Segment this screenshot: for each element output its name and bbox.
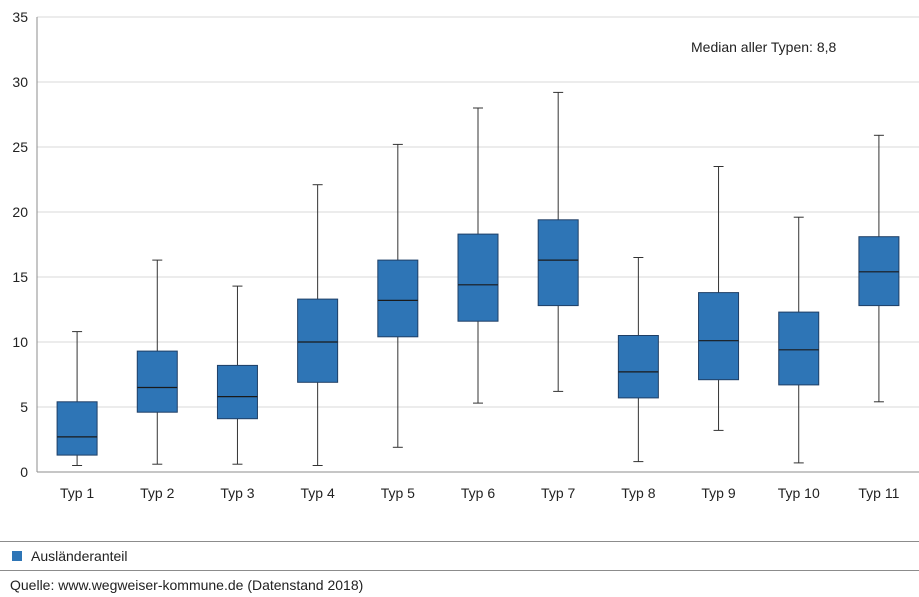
- legend-top-rule: [0, 541, 919, 542]
- x-tick-label-8: Typ 8: [621, 485, 655, 501]
- x-tick-label-5: Typ 5: [381, 485, 415, 501]
- box-iqr: [297, 298, 339, 383]
- x-tick-label-3: Typ 3: [220, 485, 254, 501]
- box-9: [698, 166, 740, 431]
- legend-bottom-rule: [0, 570, 919, 571]
- box-2: [136, 259, 178, 465]
- x-tick-label-9: Typ 9: [701, 485, 735, 501]
- box-iqr: [537, 219, 579, 307]
- box-1: [56, 331, 98, 466]
- x-tick-label-2: Typ 2: [140, 485, 174, 501]
- box-iqr: [858, 236, 900, 307]
- box-3: [216, 285, 258, 465]
- median-annotation: Median aller Typen: 8,8: [691, 39, 836, 55]
- source-note: Quelle: www.wegweiser-kommune.de (Datens…: [10, 577, 364, 593]
- legend: Ausländeranteil: [12, 548, 128, 564]
- box-7: [537, 91, 579, 392]
- x-tick-label-10: Typ 10: [778, 485, 820, 501]
- y-tick-label-0: 0: [20, 464, 28, 480]
- x-tick-label-11: Typ 11: [858, 485, 899, 501]
- box-iqr: [377, 259, 419, 338]
- box-iqr: [56, 401, 98, 456]
- box-5: [377, 143, 419, 448]
- box-iqr: [778, 311, 820, 386]
- x-tick-label-7: Typ 7: [541, 485, 575, 501]
- box-10: [778, 216, 820, 464]
- y-tick-label-35: 35: [12, 9, 28, 25]
- y-tick-label-20: 20: [12, 204, 28, 220]
- axes: [36, 17, 919, 473]
- tick-labels: 0 5 10 15 20 25 30 35 Typ 1 Typ 2 Typ 3 Typ 4 Typ 5 T…: [12, 9, 899, 501]
- x-tick-label-4: Typ 4: [301, 485, 335, 501]
- y-tick-label-30: 30: [12, 74, 28, 90]
- box-iqr: [457, 233, 499, 322]
- legend-label: Ausländeranteil: [31, 548, 128, 564]
- box-iqr: [617, 335, 659, 399]
- box-11: [858, 134, 900, 403]
- box-iqr: [216, 364, 258, 420]
- y-tick-label-25: 25: [12, 139, 28, 155]
- x-tick-label-6: Typ 6: [461, 485, 495, 501]
- box-8: [617, 257, 659, 463]
- boxplot-chart: 0 5 10 15 20 25 30 35 Typ 1 Typ 2 Typ 3 Typ 4 Typ 5 T…: [12, 9, 919, 501]
- legend-swatch: [12, 551, 22, 561]
- box-iqr: [136, 350, 178, 413]
- box-4: [297, 184, 339, 466]
- y-tick-label-5: 5: [20, 399, 28, 415]
- box-iqr: [698, 292, 740, 381]
- box-6: [457, 107, 499, 404]
- y-tick-label-15: 15: [12, 269, 28, 285]
- x-tick-label-1: Typ 1: [60, 485, 94, 501]
- y-tick-label-10: 10: [12, 334, 28, 350]
- box-series: [56, 91, 900, 466]
